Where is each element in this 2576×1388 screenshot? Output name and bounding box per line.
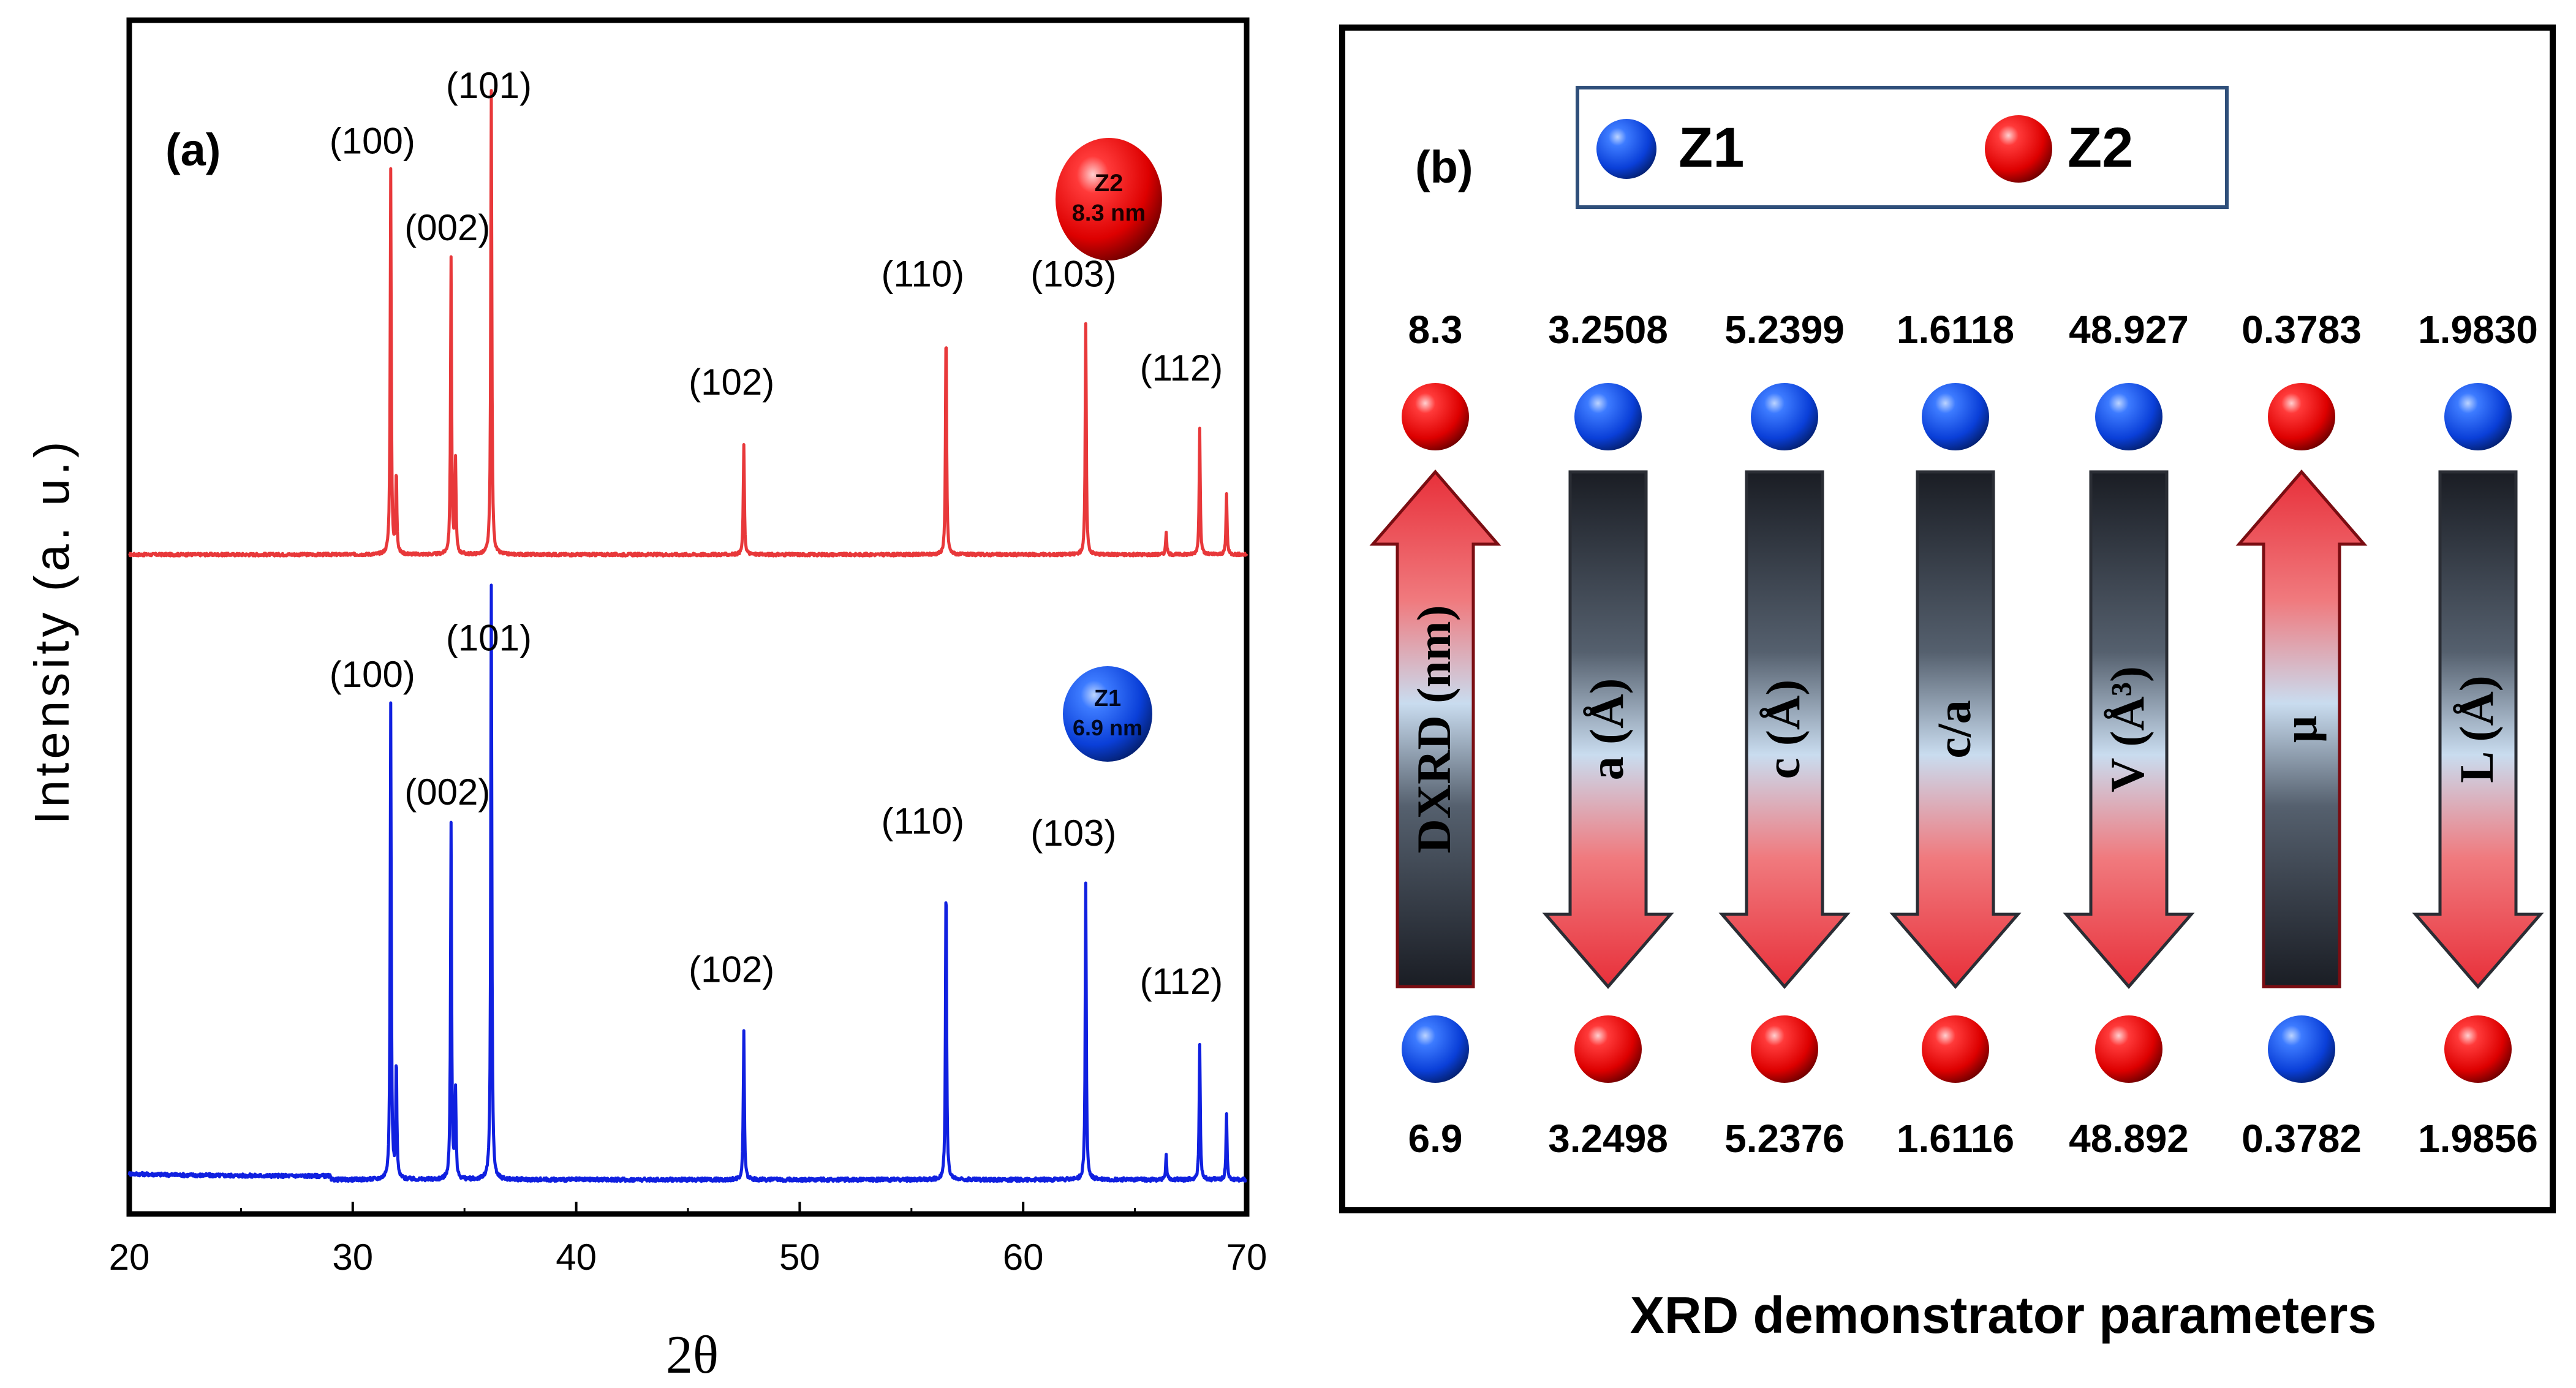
peak-label: (112)	[1140, 347, 1223, 389]
legend-z1-label: Z1	[1679, 116, 1744, 179]
parameter-bottom-value: 3.2498	[1548, 1117, 1668, 1161]
parameter-arrow-down	[2063, 470, 2195, 989]
parameter-arrow-down	[1889, 470, 2022, 989]
peak-label: (002)	[404, 207, 490, 248]
parameter-arrow-down	[2412, 470, 2544, 989]
panel-b-caption: XRD demonstrator parameters	[1630, 1286, 2376, 1344]
peak-label: (101)	[446, 65, 532, 106]
z1-badge-name: Z1	[1094, 686, 1121, 711]
z1-badge-size: 6.9 nm	[1073, 715, 1143, 740]
parameter-top-value: 0.3783	[2242, 308, 2362, 352]
z2-badge-name: Z2	[1095, 170, 1124, 197]
sample-marker-bottom	[2095, 1015, 2162, 1083]
parameter-top-value: 48.927	[2069, 308, 2189, 352]
sample-marker-bottom	[1751, 1015, 1818, 1083]
sample-marker-top	[1402, 383, 1469, 450]
parameter-label: L (Å)	[2450, 675, 2503, 783]
parameter-bottom-value: 1.9856	[2418, 1117, 2538, 1161]
x-axis-ticks: 20 30 40 50 60 70	[109, 1202, 1267, 1278]
peak-label: (100)	[330, 120, 415, 161]
x-tick-label: 20	[109, 1237, 150, 1278]
parameter-bottom-value: 6.9	[1408, 1117, 1463, 1161]
parameter-column: 48.927 V (Å³) 48.892	[2063, 308, 2195, 1161]
parameter-top-value: 1.6118	[1897, 308, 2014, 352]
parameter-bottom-value: 5.2376	[1724, 1117, 1845, 1161]
parameter-arrow-up	[2235, 469, 2368, 988]
sample-marker-top	[1922, 383, 1989, 450]
peak-label: (100)	[330, 654, 415, 695]
sample-marker-top	[2444, 383, 2512, 450]
sample-marker-bottom	[2444, 1015, 2512, 1083]
parameter-top-value: 8.3	[1408, 308, 1463, 352]
parameter-label: c (Å)	[1756, 680, 1810, 779]
x-tick-label: 70	[1226, 1237, 1267, 1278]
peak-label: (102)	[689, 362, 774, 403]
parameter-column: 8.3 DXRD (nm) 6.9	[1369, 308, 1501, 1161]
sample-marker-bottom	[1574, 1015, 1642, 1083]
sample-marker-bottom	[1402, 1015, 1469, 1083]
x-tick-label: 60	[1003, 1237, 1044, 1278]
peak-label: (101)	[446, 618, 532, 659]
sample-marker-bottom	[2268, 1015, 2335, 1083]
legend-z1-marker	[1596, 119, 1656, 179]
sample-marker-bottom	[1922, 1015, 1989, 1083]
parameter-column: 3.2508 a (Å) 3.2498	[1542, 308, 1674, 1161]
sample-marker-top	[2095, 383, 2162, 450]
legend: Z1 Z2	[1576, 86, 2229, 209]
peak-label: (110)	[882, 801, 965, 842]
parameter-top-value: 1.9830	[2418, 308, 2538, 352]
x-axis-title: 2θ	[666, 1325, 719, 1385]
parameter-arrow-down	[1718, 470, 1851, 989]
sample-marker-top	[1751, 383, 1818, 450]
sample-marker-top	[1574, 383, 1642, 450]
parameter-column: 1.6118 c/a 1.6116	[1889, 308, 2022, 1161]
legend-z2-marker	[1985, 115, 2052, 183]
parameter-arrow-down	[1542, 470, 1674, 989]
parameter-columns: 8.3 DXRD (nm) 6.9 3.2508 a (Å) 3.2498 5.2399 c …	[1369, 308, 2544, 1161]
x-tick-label: 30	[332, 1237, 373, 1278]
parameter-label: c/a	[1927, 700, 1981, 758]
legend-box	[1576, 86, 2229, 209]
panel-b-label: (b)	[1415, 142, 1473, 192]
parameter-bottom-value: 48.892	[2069, 1117, 2189, 1161]
panel-a: 20 30 40 50 60 70 (100)(002)(101)(102)(110) (1…	[25, 17, 1267, 1385]
xrd-line-z2	[128, 89, 1248, 558]
y-axis-title: Intensity (a. u.)	[25, 438, 79, 824]
parameter-label: DXRD (nm)	[1407, 605, 1460, 853]
peak-labels: (100) (002) (101) (102) (110) (103) (112) (100)…	[330, 65, 1223, 1002]
peak-label: (103)	[1030, 254, 1116, 295]
sample-marker-top	[2268, 383, 2335, 450]
x-tick-label: 50	[779, 1237, 820, 1278]
parameter-label: V (Å³)	[2101, 666, 2154, 792]
z1-sample-badge	[1063, 666, 1152, 762]
parameter-top-value: 5.2399	[1724, 308, 1845, 352]
peak-label: (002)	[404, 772, 490, 813]
peak-label: (110)	[882, 254, 965, 295]
z2-badge-size: 8.3 nm	[1072, 200, 1146, 226]
panel-b-frame	[1339, 25, 2556, 1213]
parameter-top-value: 3.2508	[1548, 308, 1668, 352]
parameter-column: 5.2399 c (Å) 5.2376	[1718, 308, 1851, 1161]
parameter-bottom-value: 0.3782	[2242, 1117, 2362, 1161]
parameter-label: a (Å)	[1580, 678, 1633, 781]
peak-label: (103)	[1030, 813, 1116, 854]
xrd-series	[127, 89, 1248, 1183]
legend-z2-label: Z2	[2068, 116, 2133, 179]
panel-a-label: (a)	[165, 124, 221, 175]
z2-sample-badge	[1056, 138, 1162, 260]
parameter-label: μ	[2273, 716, 2327, 743]
peak-label: (102)	[689, 949, 774, 990]
parameter-column: 1.9830 L (Å) 1.9856	[2412, 308, 2544, 1161]
parameter-column: 0.3783 μ 0.3782	[2235, 308, 2368, 1161]
x-tick-label: 40	[556, 1237, 597, 1278]
parameter-bottom-value: 1.6116	[1897, 1117, 2014, 1161]
parameter-arrow-up	[1369, 469, 1501, 988]
panel-b: (b) Z1 Z2 8.3 DXRD (nm) 6.9 3.2508 a (Å) 3.24…	[1339, 25, 2556, 1344]
xrd-line-z1	[127, 583, 1248, 1183]
peak-label: (112)	[1140, 961, 1223, 1002]
